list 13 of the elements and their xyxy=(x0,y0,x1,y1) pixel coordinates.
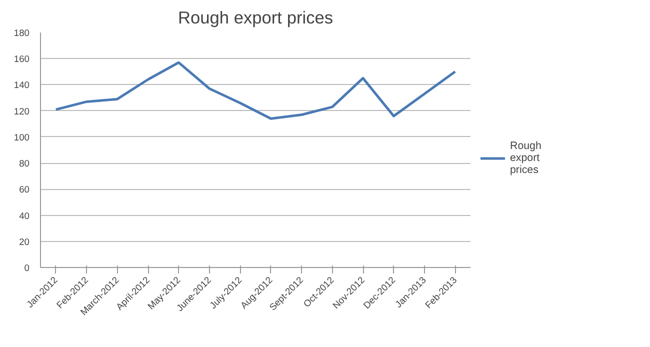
legend-label: Rough export prices xyxy=(510,140,542,176)
y-tick-label: 60 xyxy=(19,184,30,195)
line-series xyxy=(54,61,456,120)
y-tick-label: 180 xyxy=(14,28,30,38)
y-tick-label: 80 xyxy=(19,158,30,169)
y-tick-label: 140 xyxy=(14,80,30,90)
chart-title: Rough export prices xyxy=(178,8,334,28)
y-tick-label: 20 xyxy=(19,236,30,247)
y-tick-label: 120 xyxy=(14,106,30,116)
y-tick-label: 40 xyxy=(19,210,30,221)
y-tick-label: 0 xyxy=(24,263,30,273)
y-tick-label: 160 xyxy=(14,54,30,64)
y-tick-label: 100 xyxy=(14,132,30,142)
